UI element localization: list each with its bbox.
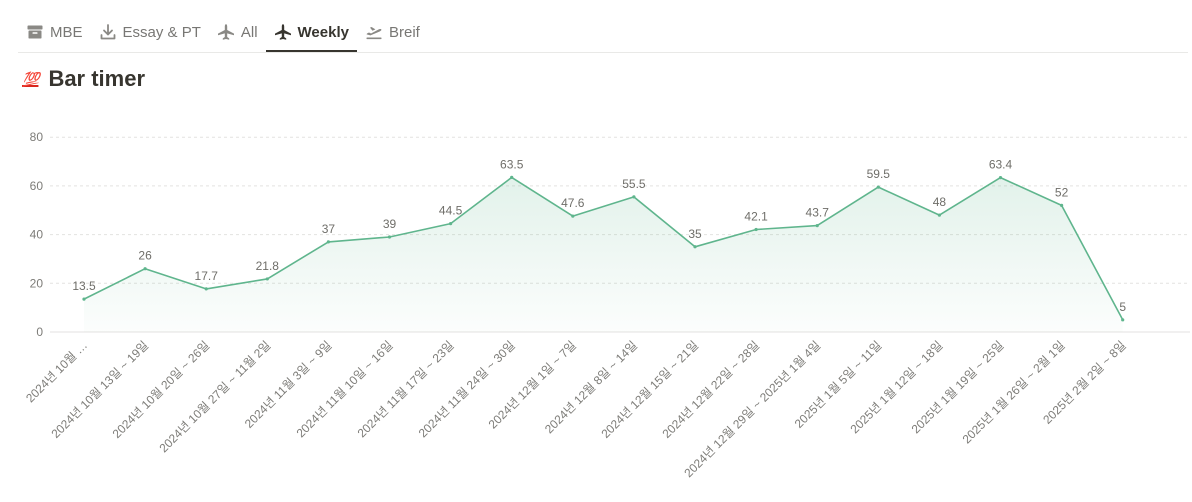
data-label: 26 — [138, 249, 152, 263]
data-point — [998, 176, 1003, 180]
data-label: 35 — [688, 227, 702, 241]
tab-label: Breif — [388, 23, 420, 41]
x-tick-label: 2025년 1월 26일 ~ 2월 1일 — [960, 338, 1068, 446]
data-point — [1060, 203, 1064, 207]
data-label: 21.8 — [256, 259, 280, 273]
page-title-text: Bar timer — [48, 66, 146, 91]
tab-label: All — [240, 23, 258, 41]
tab-label: Essay & PT — [122, 23, 201, 41]
y-tick-label: 80 — [30, 130, 44, 144]
data-labels: 13.5 26 17.7 21.8 37 39 44.5 63.5 47.6 55.5 35 42.1… — [72, 157, 1126, 322]
data-label: 37 — [322, 222, 336, 236]
data-label: 63.4 — [989, 158, 1013, 172]
tab-mbe[interactable]: MBE — [18, 12, 91, 52]
hundred-points-icon: 💯 — [22, 70, 39, 87]
x-tick-label: 2024년 10월 27일 ~ 11월 2일 — [156, 338, 273, 455]
data-point — [693, 245, 697, 249]
y-tick-label: 40 — [30, 228, 44, 242]
y-tick-label: 60 — [30, 179, 44, 193]
archive-box-icon — [27, 25, 43, 39]
tab-label: MBE — [50, 23, 83, 41]
y-axis: 0 20 40 60 80 — [30, 130, 44, 339]
tab-breif[interactable]: Breif — [357, 12, 428, 52]
tabs-divider — [18, 52, 1188, 53]
y-tick-label: 0 — [36, 325, 43, 339]
data-point — [449, 222, 453, 226]
data-label: 17.7 — [195, 269, 219, 283]
view-tabs: MBE Essay & PT All Weekly Breif — [18, 12, 428, 52]
airplane-icon — [274, 24, 291, 40]
data-point — [387, 235, 392, 239]
data-label: 59.5 — [867, 167, 891, 181]
data-point — [571, 214, 575, 218]
data-point — [265, 277, 269, 281]
x-tick-label: 2024년 10월 … — [23, 338, 90, 405]
data-point — [1121, 318, 1125, 322]
data-point — [326, 240, 330, 244]
data-label: 39 — [383, 217, 397, 231]
data-label: 13.5 — [72, 279, 96, 293]
data-point — [754, 227, 758, 232]
series-line — [83, 176, 1124, 321]
data-point — [632, 195, 636, 199]
tab-weekly[interactable]: Weekly — [265, 12, 358, 52]
data-point — [937, 213, 942, 217]
data-point — [143, 267, 147, 271]
data-point — [510, 175, 514, 179]
tab-essay-pt[interactable]: Essay & PT — [91, 12, 209, 52]
data-point — [876, 185, 880, 189]
data-label: 42.1 — [744, 209, 768, 223]
data-label: 47.6 — [561, 196, 585, 210]
tab-label: Weekly — [297, 23, 349, 41]
data-point — [204, 287, 208, 291]
data-label: 44.5 — [439, 204, 463, 218]
download-icon — [100, 24, 115, 40]
data-point — [82, 297, 86, 301]
x-tick-label: 2024년 12월 29일 ~ 2025년 1월 4일 — [681, 338, 823, 480]
data-label: 55.5 — [622, 177, 646, 191]
data-label: 5 — [1119, 300, 1126, 314]
data-label: 63.5 — [500, 157, 524, 171]
data-label: 43.7 — [806, 206, 830, 220]
tab-all[interactable]: All — [209, 12, 266, 52]
data-label: 52 — [1055, 185, 1069, 199]
y-tick-label: 20 — [30, 276, 44, 290]
airplane-departure-icon — [366, 27, 382, 40]
series-area — [84, 177, 1123, 332]
data-point — [815, 223, 819, 228]
data-label: 48 — [933, 195, 947, 209]
airplane-icon — [217, 24, 234, 40]
page-title: 💯 Bar timer — [22, 66, 145, 92]
